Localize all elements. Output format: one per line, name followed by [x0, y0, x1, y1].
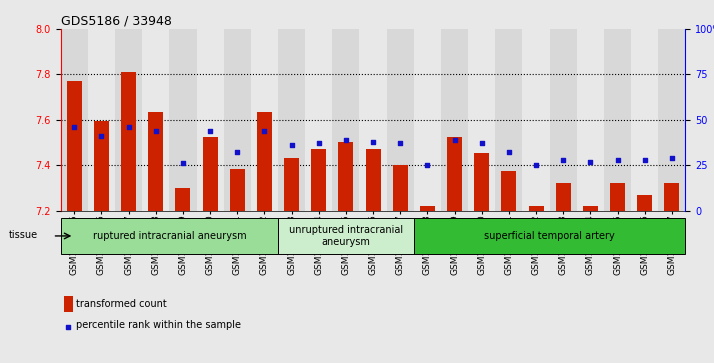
Bar	[366, 149, 381, 211]
Bar	[251, 29, 278, 211]
Point	[177, 160, 188, 166]
Point	[94, 258, 106, 264]
Point	[503, 150, 515, 155]
Bar	[523, 29, 550, 211]
Bar	[387, 29, 414, 211]
Bar	[555, 183, 570, 211]
Bar	[121, 72, 136, 211]
Bar	[637, 195, 652, 211]
Bar	[447, 137, 462, 211]
Point	[150, 128, 161, 134]
Point	[367, 139, 378, 144]
Text: tissue: tissue	[9, 230, 38, 240]
Bar	[577, 29, 604, 211]
Point	[476, 140, 488, 146]
Text: superficial temporal artery: superficial temporal artery	[484, 231, 615, 241]
Point	[96, 133, 107, 139]
Point	[123, 124, 134, 130]
Point	[286, 142, 297, 148]
Point	[231, 150, 243, 155]
Bar	[149, 112, 164, 211]
Bar	[474, 153, 489, 211]
Bar	[284, 158, 299, 211]
Bar	[257, 112, 272, 211]
Bar	[658, 29, 685, 211]
Bar	[501, 171, 516, 211]
Bar	[496, 29, 523, 211]
Bar	[223, 29, 251, 211]
Bar	[332, 29, 359, 211]
Point	[395, 140, 406, 146]
Bar	[583, 206, 598, 211]
Text: GDS5186 / 33948: GDS5186 / 33948	[61, 15, 171, 28]
Bar	[176, 188, 191, 211]
Bar	[414, 218, 685, 254]
Bar	[550, 29, 577, 211]
Bar	[278, 218, 414, 254]
Bar	[196, 29, 223, 211]
Bar	[115, 29, 142, 211]
Point	[531, 162, 542, 168]
Bar	[94, 121, 109, 211]
Bar	[528, 206, 543, 211]
Text: ruptured intracranial aneurysm: ruptured intracranial aneurysm	[93, 231, 246, 241]
Bar	[203, 137, 218, 211]
Bar	[665, 183, 679, 211]
Point	[639, 157, 650, 163]
Bar	[610, 183, 625, 211]
Bar	[420, 206, 435, 211]
Bar	[61, 218, 278, 254]
Point	[204, 128, 216, 134]
Bar	[414, 29, 441, 211]
Bar	[88, 29, 115, 211]
Text: transformed count: transformed count	[76, 299, 166, 309]
Bar	[67, 81, 81, 211]
Bar	[278, 29, 305, 211]
Bar	[61, 29, 88, 211]
Bar	[393, 165, 408, 211]
Bar	[468, 29, 496, 211]
Bar	[230, 168, 245, 211]
Bar	[338, 143, 353, 211]
Bar	[142, 29, 169, 211]
Point	[313, 140, 324, 146]
Bar	[305, 29, 332, 211]
Bar	[631, 29, 658, 211]
Point	[422, 162, 433, 168]
Point	[258, 128, 270, 134]
Bar	[441, 29, 468, 211]
Point	[666, 155, 678, 161]
Point	[340, 137, 351, 143]
Text: unruptured intracranial
aneurysm: unruptured intracranial aneurysm	[289, 225, 403, 247]
Bar	[604, 29, 631, 211]
Point	[449, 137, 461, 143]
Point	[585, 159, 596, 164]
Bar	[311, 149, 326, 211]
Bar	[359, 29, 387, 211]
Point	[69, 124, 80, 130]
Point	[558, 157, 569, 163]
Bar	[169, 29, 196, 211]
Text: percentile rank within the sample: percentile rank within the sample	[76, 320, 241, 330]
Point	[612, 157, 623, 163]
